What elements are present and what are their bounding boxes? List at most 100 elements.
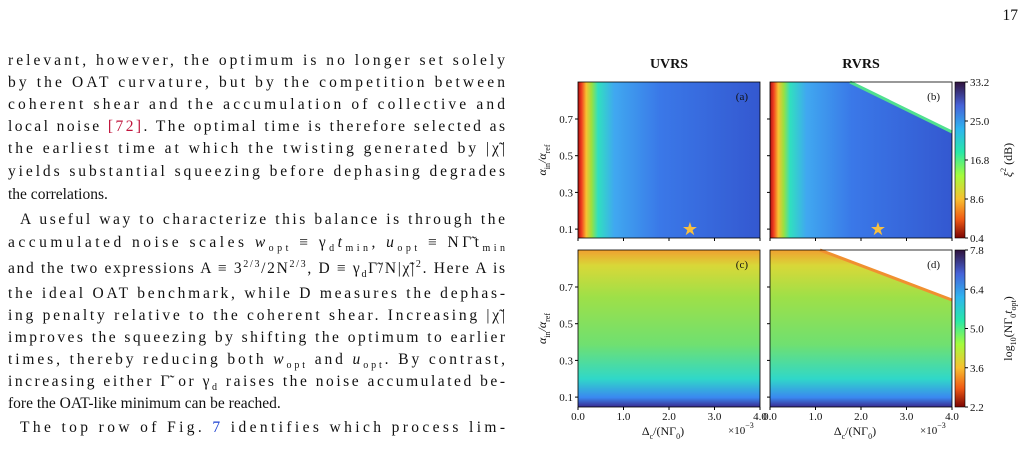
text-segment: /(NΓ [653, 424, 676, 438]
text-segment: ref [543, 144, 552, 153]
panel-label: (c) [736, 259, 749, 271]
text-segment: t [1001, 310, 1015, 314]
text-segment: c [650, 432, 654, 441]
y-tick-label: 0.3 [559, 355, 573, 367]
text-segment: min [345, 243, 368, 254]
text-segment: 0 [868, 432, 872, 441]
text-segment: /(NΓ [845, 424, 868, 438]
text-line: relevant, however, the optimum is no lon… [8, 52, 505, 69]
text-segment: t [338, 234, 343, 251]
x-tick-label: 3.0 [900, 411, 914, 423]
colorbar-tick-label: 5.0 [970, 324, 984, 336]
text-segment: opt [269, 243, 289, 254]
text-segment: d [212, 382, 217, 393]
text-segment: increasing either Γ̃ or γ [8, 373, 210, 390]
text-segment: 2/3 [289, 259, 305, 270]
text-segment: 2 [999, 168, 1008, 172]
text-segment: accumulated noise scales [8, 234, 251, 251]
text-segment: the correlations. [8, 186, 108, 203]
text-line: and the two expressions A ≡ 3 2/3/2N 2/3, … [8, 259, 505, 280]
y-tick-label: 0.5 [559, 319, 573, 331]
colorbar-tick-label: 8.6 [970, 194, 984, 206]
text-segment: 2 [416, 259, 421, 270]
text-segment: opt [397, 243, 417, 254]
text-segment: ) [680, 424, 684, 438]
boundary [819, 248, 953, 302]
y-tick-label: 0.1 [559, 224, 573, 236]
text-line: the earliest time at which the twisting … [8, 140, 505, 157]
text-segment: (NΓ [1001, 318, 1015, 338]
text-segment: yields substantial squeezing before deph… [8, 163, 505, 180]
text-segment: [72] [108, 118, 141, 135]
text-line: ing penalty relative to the coherent she… [8, 307, 505, 324]
text-segment: ≡ NΓ̃t [421, 234, 480, 251]
x-tick-label: 2.0 [662, 411, 676, 423]
text-line: accumulated noise scales w opt ≡ γ d t min, … [8, 234, 505, 254]
x-tick-label: 4.0 [945, 411, 959, 423]
text-segment: identifies which process lim- [224, 419, 505, 436]
colorbar-label: ξ2 (dB) [999, 143, 1015, 177]
x-tick-label: 1.0 [617, 411, 631, 423]
colorbar-tick-label: 0.4 [970, 233, 984, 245]
text-segment: 2/3 [243, 259, 259, 270]
optimum-star: ★ [682, 219, 698, 239]
text-segment: ) [1001, 296, 1015, 300]
text-segment: min [482, 243, 505, 254]
colorbar-tick-label: 33.2 [970, 77, 989, 89]
y-axis-label: αin/αref [535, 313, 552, 344]
text-segment: /α [535, 153, 549, 164]
text-segment: w [255, 234, 266, 251]
text-line: the correlations. [8, 186, 108, 203]
colorbar-tick-label: 7.8 [970, 245, 984, 257]
text-segment: improves the squeezing by shifting the o… [8, 329, 506, 346]
text-segment: Γ̃/N|χ̃| [368, 260, 415, 277]
y-tick-label: 0.1 [559, 392, 573, 404]
panel-label: (b) [927, 91, 940, 103]
text-segment: ref [543, 313, 552, 322]
y-tick-label: 0.7 [559, 114, 573, 126]
panel-label: (a) [736, 91, 749, 103]
heatmap-a [578, 82, 760, 238]
text-segment: the earliest time at which the twisting … [8, 140, 505, 157]
text-segment: ξ [1001, 171, 1015, 177]
text-segment: relevant, however, the optimum is no lon… [8, 52, 505, 69]
text-segment: , D ≡ γ [307, 260, 360, 277]
text-segment: 0 [676, 432, 680, 441]
x-tick-label: 0.0 [571, 411, 585, 423]
text-segment: d [329, 243, 334, 254]
text-segment: ×10 [920, 425, 938, 437]
text-segment: −3 [937, 421, 946, 430]
text-line: A useful way to characterize this balanc… [20, 211, 505, 228]
text-segment: the ideal OAT benchmark, while D measure… [8, 285, 505, 302]
text-segment: (dB) [1001, 143, 1015, 168]
y-tick-label: 0.7 [559, 282, 573, 294]
colorbar-tick-label: 25.0 [970, 116, 990, 128]
y-axis-label: αin/αref [535, 144, 552, 175]
text-line: improves the squeezing by shifting the o… [8, 329, 506, 346]
column-title: RVRS [842, 57, 880, 72]
text-segment: 7 [212, 419, 220, 436]
text-segment: ) [872, 424, 876, 438]
boundary [849, 80, 953, 134]
y-tick-label: 0.5 [559, 151, 573, 163]
x-tick-label: 2.0 [854, 411, 868, 423]
text-column: relevant, however, the optimum is no lon… [8, 52, 506, 436]
colorbar-tick-label: 3.6 [970, 363, 984, 375]
text-segment: times, thereby reducing both [8, 351, 270, 368]
colorbar-tick-label: 6.4 [970, 284, 984, 296]
text-segment: coherent shear and the accumulation of c… [8, 96, 505, 113]
colorbar-tick-label: 2.2 [970, 402, 984, 414]
heatmap-c [578, 250, 760, 407]
text-segment: /α [535, 321, 549, 332]
text-line: local noise [72]. The optimal time is th… [8, 118, 505, 135]
text-segment: A useful way to characterize this balanc… [20, 211, 505, 228]
text-segment: Δ [834, 424, 842, 438]
x-axis-label: Δc/(NΓ0) [642, 424, 684, 441]
y-tick-label: 0.3 [559, 187, 573, 199]
text-segment: −3 [745, 421, 754, 430]
text-segment: α [535, 337, 549, 344]
x-exponent: ×10−3 [728, 421, 754, 437]
text-segment: c [842, 432, 846, 441]
text-segment: . Here A is [423, 260, 505, 277]
